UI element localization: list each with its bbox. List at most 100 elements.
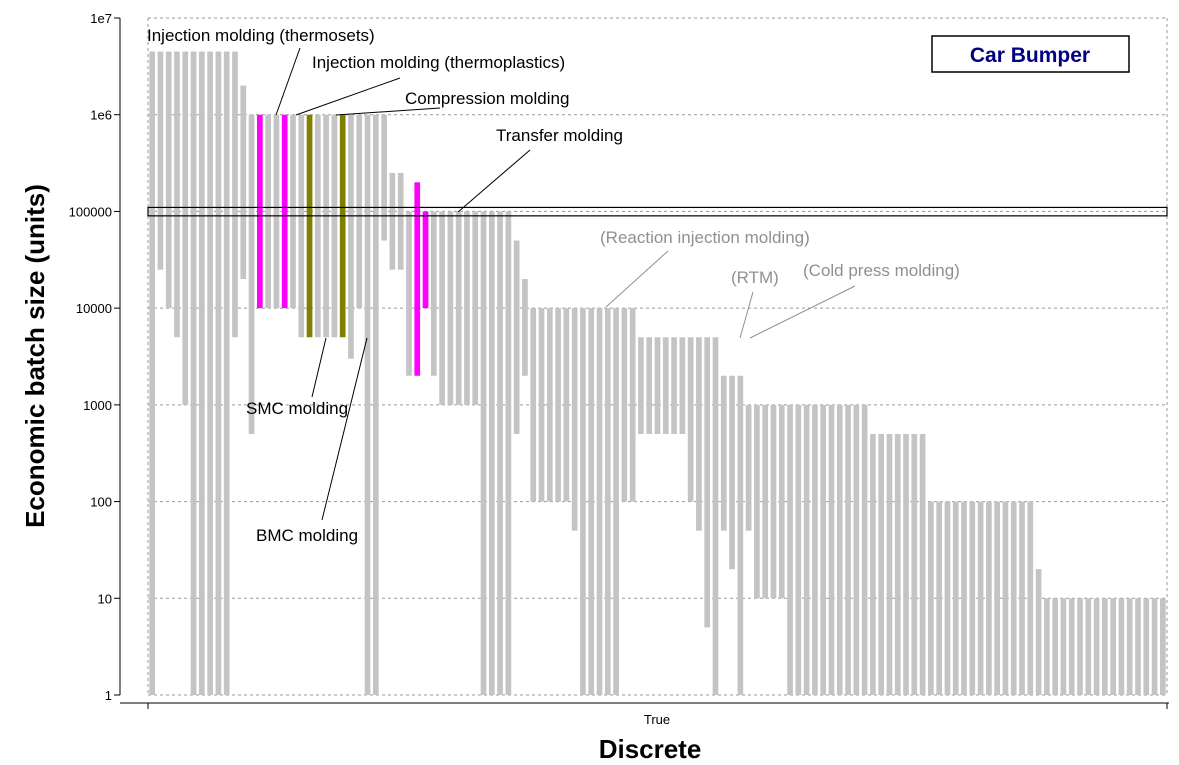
range-bar[interactable] xyxy=(190,51,197,696)
range-bar[interactable] xyxy=(298,114,305,338)
range-bar[interactable] xyxy=(737,375,744,695)
range-bar[interactable] xyxy=(613,308,619,695)
range-bar[interactable] xyxy=(803,404,810,695)
range-bar[interactable] xyxy=(870,433,876,695)
range-bar[interactable] xyxy=(845,404,851,695)
range-bar[interactable] xyxy=(215,51,222,696)
range-bar[interactable] xyxy=(364,114,371,695)
range-bar[interactable] xyxy=(679,337,686,434)
range-bar[interactable] xyxy=(952,501,959,695)
range-bar[interactable] xyxy=(812,404,818,695)
range-bar[interactable] xyxy=(1135,598,1141,695)
range-bar[interactable] xyxy=(157,51,164,270)
range-bar[interactable] xyxy=(687,337,694,502)
range-bar[interactable] xyxy=(712,337,719,695)
range-bar[interactable] xyxy=(1143,598,1150,695)
range-bar[interactable] xyxy=(439,211,445,405)
range-bar[interactable] xyxy=(969,501,976,695)
range-bar[interactable] xyxy=(696,337,702,531)
range-bar[interactable] xyxy=(903,433,909,695)
range-bar[interactable] xyxy=(580,308,586,695)
range-bar[interactable] xyxy=(306,114,313,338)
range-bar[interactable] xyxy=(1027,501,1034,695)
selection-band[interactable] xyxy=(147,206,1168,217)
range-bar[interactable] xyxy=(762,404,769,599)
range-bar[interactable] xyxy=(273,114,280,309)
range-bar[interactable] xyxy=(1060,598,1067,695)
range-bar[interactable] xyxy=(356,114,363,309)
range-bar[interactable] xyxy=(1102,598,1108,695)
range-bar[interactable] xyxy=(861,404,868,695)
range-bar[interactable] xyxy=(638,337,644,434)
range-bar[interactable] xyxy=(505,211,512,695)
range-bar[interactable] xyxy=(986,501,992,695)
range-bar[interactable] xyxy=(828,404,835,695)
range-bar[interactable] xyxy=(621,308,628,502)
range-bar[interactable] xyxy=(961,501,967,695)
range-bar[interactable] xyxy=(886,433,893,695)
range-bar[interactable] xyxy=(563,308,570,502)
range-bar[interactable] xyxy=(745,404,752,531)
range-bar[interactable] xyxy=(1035,569,1042,695)
range-bar[interactable] xyxy=(654,337,661,434)
range-bar[interactable] xyxy=(430,211,437,376)
range-bar[interactable] xyxy=(704,337,711,628)
range-bar[interactable] xyxy=(372,114,379,695)
range-bar[interactable] xyxy=(348,114,354,359)
range-bar[interactable] xyxy=(223,51,230,696)
range-bar[interactable] xyxy=(455,211,462,405)
range-bar[interactable] xyxy=(314,114,321,338)
range-bar[interactable] xyxy=(729,375,735,570)
range-bar[interactable] xyxy=(878,433,885,695)
range-bar[interactable] xyxy=(795,404,802,695)
range-bar[interactable] xyxy=(472,211,479,405)
range-bar[interactable] xyxy=(530,308,537,502)
range-bar[interactable] xyxy=(339,114,346,338)
range-bar[interactable] xyxy=(265,114,271,309)
range-bar[interactable] xyxy=(248,114,255,434)
range-bar[interactable] xyxy=(447,211,454,405)
range-bar[interactable] xyxy=(323,114,329,338)
range-bar[interactable] xyxy=(571,308,578,531)
range-bar[interactable] xyxy=(1093,598,1100,695)
range-bar[interactable] xyxy=(464,211,470,405)
range-bar[interactable] xyxy=(1085,598,1092,695)
range-bar[interactable] xyxy=(977,501,984,695)
range-bar[interactable] xyxy=(1160,598,1166,695)
range-bar[interactable] xyxy=(919,433,926,695)
range-bar[interactable] xyxy=(240,85,247,280)
range-bar[interactable] xyxy=(894,433,901,695)
range-bar[interactable] xyxy=(406,211,412,376)
range-bar[interactable] xyxy=(1044,598,1050,695)
range-bar[interactable] xyxy=(1118,598,1125,695)
selection-band-rect[interactable] xyxy=(147,206,1168,217)
range-bar[interactable] xyxy=(662,337,669,434)
range-bar[interactable] xyxy=(944,501,951,695)
range-bar[interactable] xyxy=(538,308,545,502)
range-bar[interactable] xyxy=(1002,501,1009,695)
range-bar[interactable] xyxy=(588,308,595,695)
range-bar[interactable] xyxy=(422,211,429,309)
range-bar[interactable] xyxy=(671,337,677,434)
range-bar[interactable] xyxy=(1126,598,1133,695)
range-bar[interactable] xyxy=(1151,598,1158,695)
range-bar[interactable] xyxy=(513,240,520,434)
range-bar[interactable] xyxy=(787,404,793,695)
range-bar[interactable] xyxy=(281,114,288,309)
range-bar[interactable] xyxy=(546,308,553,502)
range-bar[interactable] xyxy=(182,51,189,405)
range-bar[interactable] xyxy=(1110,598,1116,695)
range-bar[interactable] xyxy=(381,114,387,241)
range-bar[interactable] xyxy=(928,501,934,695)
range-bar[interactable] xyxy=(207,51,213,696)
range-bar[interactable] xyxy=(629,308,636,502)
range-bar[interactable] xyxy=(397,172,404,270)
range-bar[interactable] xyxy=(232,51,238,338)
range-bar[interactable] xyxy=(754,404,760,599)
range-bar[interactable] xyxy=(604,308,611,695)
range-bar[interactable] xyxy=(199,51,205,696)
range-bar[interactable] xyxy=(480,211,487,695)
range-bar[interactable] xyxy=(1019,501,1025,695)
range-bar[interactable] xyxy=(497,211,503,695)
range-bar[interactable] xyxy=(414,182,421,376)
